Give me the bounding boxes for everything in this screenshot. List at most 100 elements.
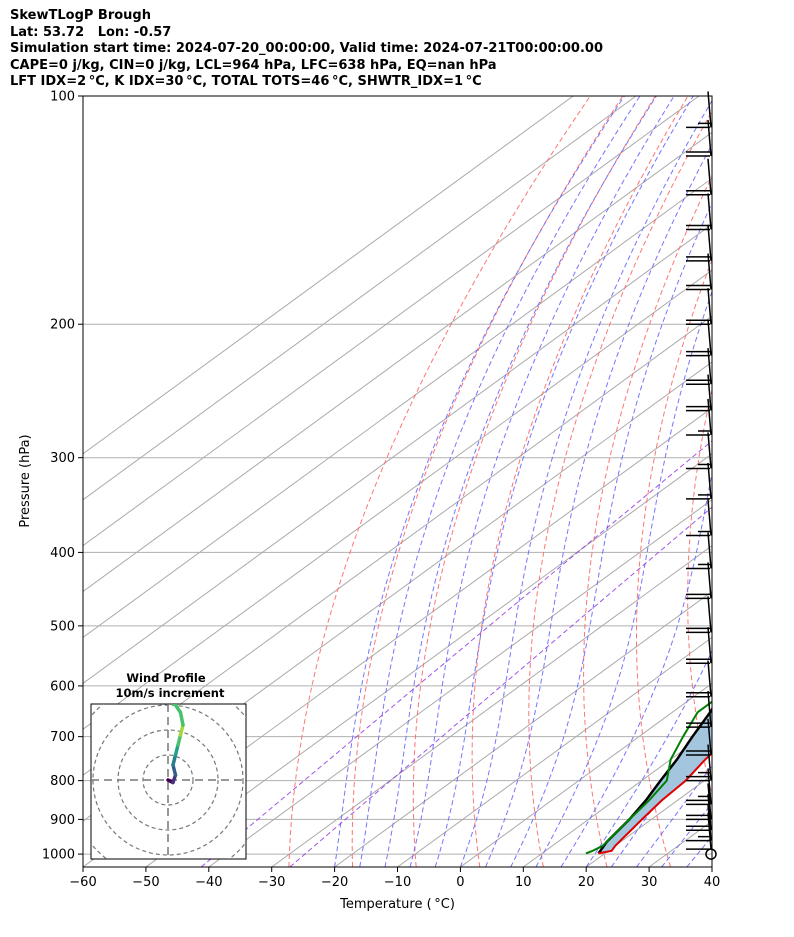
hodograph-inset: Wind Profile 10m/s increment bbox=[90, 671, 247, 860]
isotherm bbox=[83, 96, 637, 501]
data-layer bbox=[585, 700, 712, 855]
hodograph-plot bbox=[91, 704, 246, 859]
y-tick-label: 700 bbox=[50, 730, 75, 745]
moist-adiabat bbox=[535, 290, 712, 867]
x-axis-label: Temperature ( °C) bbox=[339, 897, 455, 912]
moist-adiabat bbox=[711, 866, 712, 867]
x-tick-label: −50 bbox=[132, 875, 159, 890]
wind-barb-staff bbox=[707, 432, 712, 469]
dry-adiabat bbox=[636, 258, 712, 867]
moist-adiabat bbox=[334, 96, 625, 867]
moist-adiabat bbox=[510, 201, 712, 867]
wind-barb bbox=[686, 193, 712, 231]
moist-adiabat bbox=[459, 99, 712, 867]
grid-layer bbox=[83, 96, 794, 867]
moist-adiabat bbox=[384, 96, 657, 867]
wind-barb-staff bbox=[707, 783, 712, 820]
moist-adiabat bbox=[359, 96, 641, 867]
x-tick-label: −40 bbox=[195, 875, 222, 890]
wind-barb bbox=[686, 596, 712, 634]
wind-barb-staff bbox=[707, 348, 712, 385]
isotherm bbox=[334, 590, 712, 867]
isotherm bbox=[83, 96, 574, 455]
wind-barb-staff bbox=[707, 660, 712, 697]
wind-barb-staff bbox=[707, 398, 712, 436]
wind-barb-staff bbox=[707, 288, 712, 325]
moist-adiabat bbox=[661, 802, 712, 867]
dewpoint-line bbox=[585, 700, 712, 855]
wind-barbs bbox=[686, 91, 717, 860]
wind-barb bbox=[686, 253, 712, 291]
wind-barb bbox=[686, 398, 712, 436]
x-tick-label: 30 bbox=[641, 875, 658, 890]
wind-barb bbox=[686, 288, 712, 325]
hodograph-subtitle: 10m/s increment bbox=[116, 686, 225, 700]
x-tick-label: 20 bbox=[578, 875, 595, 890]
wind-barb-staff bbox=[707, 532, 712, 569]
isotherm bbox=[83, 131, 712, 593]
isotherm bbox=[83, 96, 700, 547]
wind-barb bbox=[686, 804, 712, 842]
wind-barb bbox=[686, 660, 712, 698]
y-tick-label: 400 bbox=[50, 546, 75, 561]
wind-barb bbox=[686, 718, 712, 756]
wind-barb bbox=[686, 499, 712, 537]
dry-adiabat bbox=[785, 96, 794, 867]
isotherm bbox=[145, 453, 712, 867]
dry-adiabat bbox=[351, 96, 624, 867]
dry-adiabat bbox=[528, 110, 712, 867]
y-tick-label: 500 bbox=[50, 619, 75, 634]
axes: −60 −50 −40 −30 −20 −10 0 10 20 30 40 100 200 300 400 5… bbox=[42, 90, 720, 891]
cape-line: CAPE=0 j/kg, CIN=0 j/kg, LCL=964 hPa, LF… bbox=[10, 57, 497, 73]
wind-barb bbox=[686, 348, 712, 385]
y-tick-label: 200 bbox=[50, 318, 75, 333]
hodograph-title: Wind Profile bbox=[126, 671, 206, 685]
moist-adiabat bbox=[485, 143, 712, 867]
hodograph-segment bbox=[178, 710, 185, 727]
wind-barb-staff bbox=[707, 119, 712, 157]
wind-barb-staff bbox=[707, 627, 712, 664]
wind-barb-staff bbox=[707, 224, 712, 261]
index-line: LFT IDX=2 °C, K IDX=30 °C, TOTAL TOTS=46… bbox=[10, 74, 482, 90]
isotherm bbox=[711, 866, 712, 867]
y-tick-label: 800 bbox=[50, 774, 75, 789]
wind-barb bbox=[686, 432, 712, 470]
moist-adiabat bbox=[636, 764, 712, 867]
y-tick-label: 300 bbox=[50, 451, 75, 466]
temperature-line bbox=[598, 751, 712, 855]
isotherm bbox=[83, 407, 712, 867]
moist-adiabat bbox=[434, 96, 694, 867]
wind-barb-staff bbox=[707, 91, 712, 128]
wind-barb bbox=[686, 319, 712, 357]
wind-barb bbox=[686, 91, 712, 129]
x-tick-label: 0 bbox=[456, 875, 464, 890]
dry-adiabat bbox=[583, 175, 712, 867]
location-line: Lat: 53.72 Lon: -0.57 bbox=[10, 24, 172, 40]
y-tick-label: 600 bbox=[50, 679, 75, 694]
wind-barb bbox=[686, 158, 712, 196]
dry-adiabat bbox=[288, 96, 591, 867]
mixing-ratio-line bbox=[289, 506, 712, 867]
wind-barb-staff bbox=[707, 193, 712, 230]
wind-barb bbox=[686, 768, 712, 806]
wind-barb bbox=[686, 783, 712, 821]
moist-adiabat bbox=[560, 470, 712, 867]
isotherm bbox=[460, 682, 712, 867]
moist-adiabat bbox=[409, 96, 675, 867]
wind-barb bbox=[686, 224, 712, 262]
parcel-profile-line bbox=[597, 707, 712, 855]
moist-adiabat bbox=[585, 649, 712, 867]
isotherm bbox=[397, 636, 712, 867]
wind-barb-staff bbox=[707, 596, 712, 633]
isotherm bbox=[208, 499, 712, 867]
dry-adiabat bbox=[737, 96, 794, 867]
y-tick-label: 100 bbox=[50, 90, 75, 105]
isotherm bbox=[648, 820, 712, 867]
x-tick-label: −10 bbox=[384, 875, 411, 890]
wind-barb bbox=[686, 119, 712, 157]
x-tick-label: −60 bbox=[69, 875, 96, 890]
wind-barb bbox=[686, 627, 712, 664]
chart-title: SkewTLogP Brough bbox=[10, 8, 151, 23]
wind-barb-staff bbox=[707, 158, 712, 195]
y-tick-label: 900 bbox=[50, 813, 75, 828]
